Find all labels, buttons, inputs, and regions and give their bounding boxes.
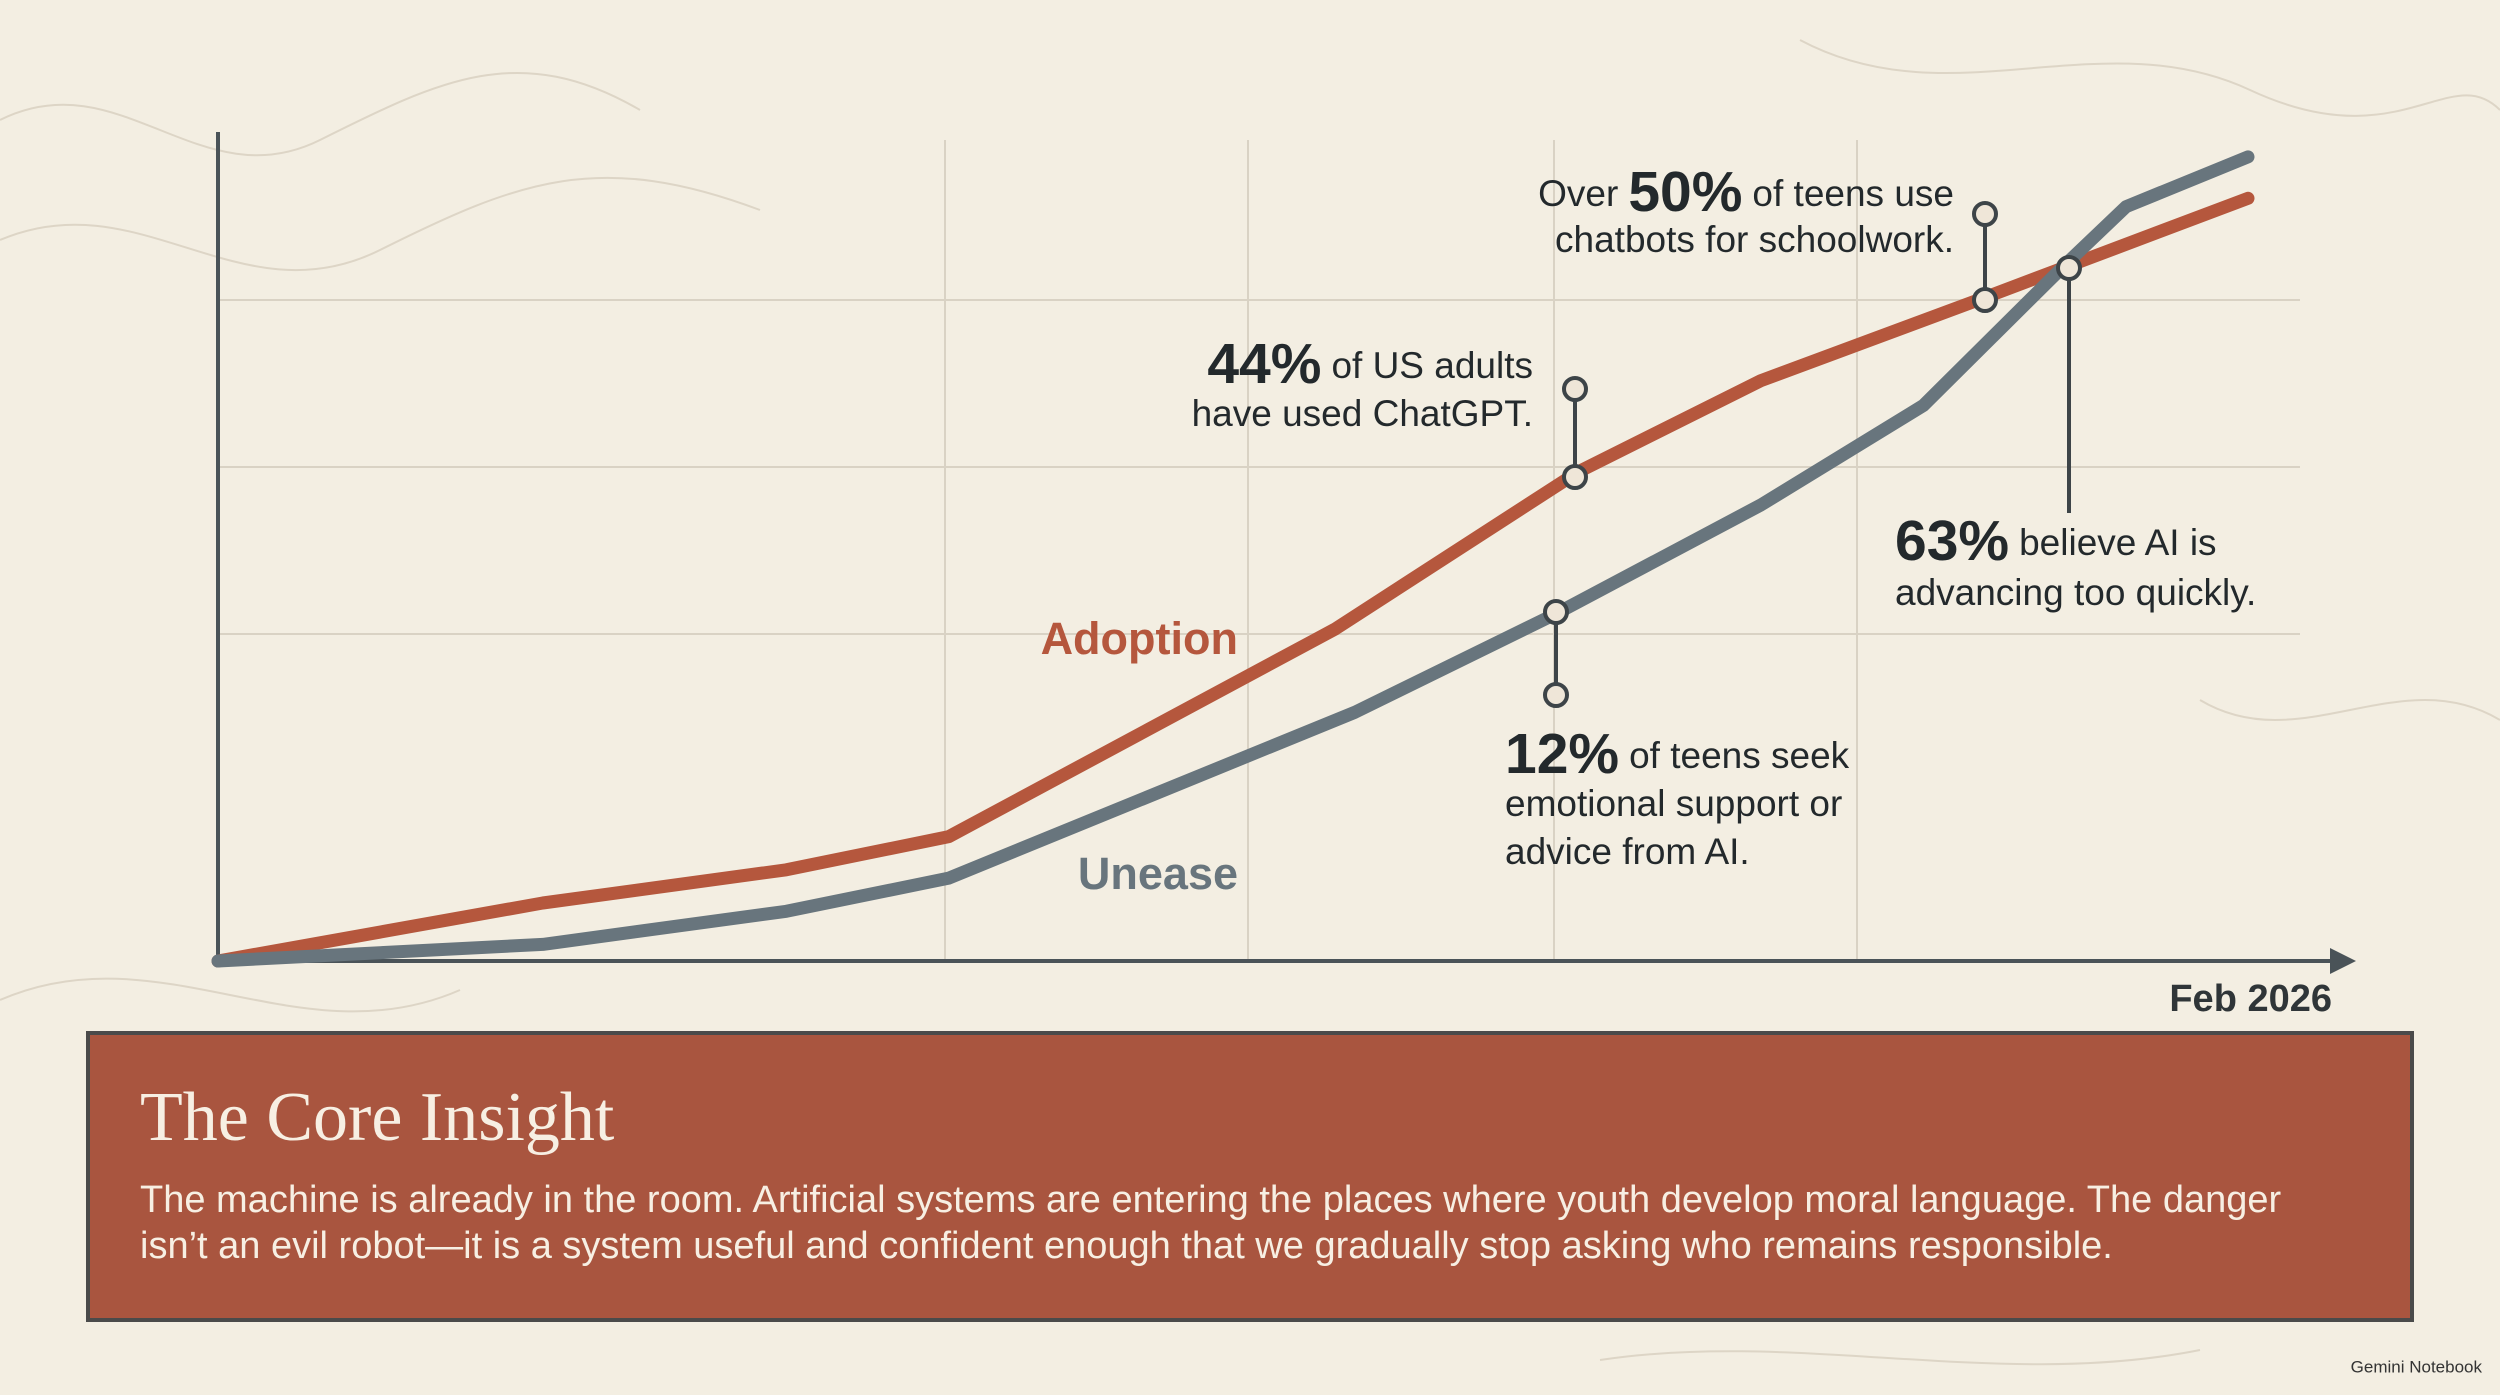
series-label: Unease xyxy=(1078,848,1238,899)
annotation-text-rest: believe AI is xyxy=(2019,522,2216,563)
series-label: Adoption xyxy=(1041,613,1238,664)
annotation-highlight: 44% xyxy=(1207,332,1321,396)
callout-dot xyxy=(2056,255,2082,281)
annotation-prefix: Over xyxy=(1538,173,1618,214)
callout-dot xyxy=(1972,201,1998,227)
contours xyxy=(0,39,2500,1366)
contour xyxy=(1599,1349,2201,1366)
x-axis-arrow xyxy=(2330,948,2356,974)
x-end-label: Feb 2026 xyxy=(2169,978,2332,1020)
annotation-line: have used ChatGPT. xyxy=(1192,393,1533,434)
insight-panel xyxy=(86,1031,2414,1322)
annotation-text-rest: of teens use xyxy=(1752,173,1954,214)
grid xyxy=(218,140,2300,961)
callout-dot xyxy=(1562,464,1588,490)
annotation-line: emotional support or xyxy=(1505,783,1842,824)
contour xyxy=(1799,39,2500,117)
annotation-line: advice from AI. xyxy=(1505,831,1750,872)
callout-dot xyxy=(1543,682,1569,708)
callout-dot xyxy=(1972,287,1998,313)
callout-dot xyxy=(1543,599,1569,625)
annotation-highlight: 63% xyxy=(1895,509,2009,573)
insight-body: The machine is already in the room. Arti… xyxy=(140,1179,2281,1221)
contour xyxy=(2199,699,2500,721)
annotation-text: 44% of US adults xyxy=(1207,332,1533,396)
annotation-text: 12% of teens seek xyxy=(1505,722,1850,786)
contour xyxy=(0,977,461,1013)
annotation-text-rest: of US adults xyxy=(1331,345,1533,386)
insight-title: The Core Insight xyxy=(140,1079,615,1156)
annotation-highlight: 12% xyxy=(1505,722,1619,786)
annotation-text-rest: of teens seek xyxy=(1629,735,1850,776)
annotation-text: Over 50% of teens use xyxy=(1538,160,1954,224)
annotation-line: advancing too quickly. xyxy=(1895,572,2256,613)
annotation-text: 63% believe AI is xyxy=(1895,509,2217,573)
contour xyxy=(0,176,761,271)
series-line xyxy=(211,191,2255,968)
callout-dot xyxy=(1562,376,1588,402)
footer: Gemini Notebook xyxy=(2351,1357,2483,1376)
annotation-highlight: 50% xyxy=(1628,160,1742,224)
contour xyxy=(0,72,641,157)
insight-body: isn’t an evil robot—it is a system usefu… xyxy=(140,1225,2113,1267)
annotation-line: chatbots for schoolwork. xyxy=(1555,219,1954,260)
